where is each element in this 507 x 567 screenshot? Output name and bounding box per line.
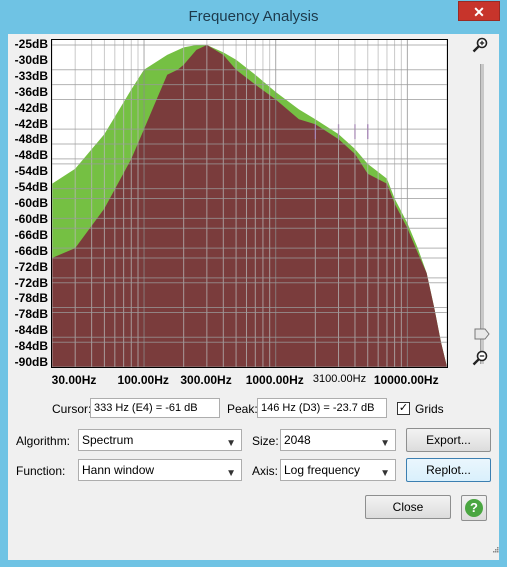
y-tick-label: -84dB [14, 323, 48, 338]
window-close-button[interactable]: ✕ [458, 1, 500, 21]
y-tick-label: -54dB [14, 180, 48, 195]
x-tick-label: 100.00Hz [117, 373, 169, 387]
y-tick-label: -42dB [14, 116, 48, 131]
chevron-down-icon: ▼ [380, 468, 390, 479]
y-tick-label: -42dB [14, 100, 48, 115]
close-button[interactable]: Close [365, 495, 451, 519]
y-tick-label: -36dB [14, 84, 48, 99]
size-select[interactable]: 2048 ▼ [280, 429, 396, 451]
y-tick-label: -78dB [14, 291, 48, 306]
cursor-value-field: 333 Hz (E4) = -61 dB [90, 398, 220, 418]
export-button[interactable]: Export... [406, 428, 491, 452]
title-bar: Frequency Analysis ✕ [0, 0, 507, 34]
algorithm-select[interactable]: Spectrum ▼ [78, 429, 242, 451]
y-tick-label: -78dB [14, 307, 48, 322]
x-tick-label: 10000.00Hz [373, 373, 439, 387]
spectrum-area-maroon [52, 45, 447, 367]
function-select[interactable]: Hann window ▼ [78, 459, 242, 481]
y-tick-label: -72dB [14, 259, 48, 274]
y-tick-label: -54dB [14, 164, 48, 179]
chevron-down-icon: ▼ [380, 438, 390, 449]
axis-value: Log frequency [284, 463, 361, 477]
y-tick-label: -25dB [14, 37, 48, 51]
spectrum-plot[interactable] [51, 39, 448, 368]
size-value: 2048 [284, 433, 311, 447]
y-tick-label: -72dB [14, 275, 48, 290]
grids-label: Grids [415, 402, 444, 416]
zoom-in-icon[interactable] [472, 37, 488, 53]
function-label: Function: [16, 464, 66, 478]
grids-checkbox[interactable]: ✓ [397, 402, 410, 415]
cursor-label: Cursor: [52, 402, 92, 416]
chevron-down-icon: ▼ [226, 438, 236, 449]
axis-select[interactable]: Log frequency ▼ [280, 459, 396, 481]
peak-value-field: 146 Hz (D3) = -23.7 dB [257, 398, 387, 418]
zoom-slider-track[interactable] [480, 64, 484, 364]
y-tick-label: -66dB [14, 227, 48, 242]
spectrum-svg [52, 40, 447, 367]
y-tick-label: -84dB [14, 339, 48, 354]
axis-label: Axis: [252, 464, 279, 478]
x-tick-label: 3100.00Hz [312, 373, 367, 385]
algorithm-value: Spectrum [82, 433, 134, 447]
chevron-down-icon: ▼ [226, 468, 236, 479]
peak-label: Peak: [227, 402, 258, 416]
x-tick-label: 30.00Hz [51, 373, 97, 387]
x-tick-label: 300.00Hz [180, 373, 232, 387]
y-tick-label: -30dB [14, 52, 48, 67]
zoom-slider-thumb[interactable] [474, 328, 490, 340]
y-tick-label: -33dB [14, 68, 48, 83]
resize-grip-icon[interactable] [492, 546, 499, 553]
help-icon: ? [465, 499, 483, 517]
y-tick-label: -90dB [14, 355, 48, 369]
y-axis: -25dB -30dB -33dB -36dB -42dB -42dB -48dB -48dB… [8, 34, 48, 374]
size-label: Size: [252, 434, 279, 448]
y-tick-label: -48dB [14, 132, 48, 147]
window-title: Frequency Analysis [188, 8, 319, 25]
zoom-out-icon[interactable] [472, 350, 488, 366]
x-tick-label: 1000.00Hz [245, 373, 304, 387]
help-button[interactable]: ? [461, 495, 487, 521]
function-value: Hann window [82, 463, 155, 477]
y-tick-label: -60dB [14, 211, 48, 226]
y-tick-label: -48dB [14, 148, 48, 163]
y-tick-label: -60dB [14, 196, 48, 210]
y-tick-label: -66dB [14, 243, 48, 258]
algorithm-label: Algorithm: [16, 434, 71, 448]
x-axis: 30.00Hz 100.00Hz 300.00Hz 1000.00Hz 3100.00H… [51, 367, 448, 387]
dialog-body: -25dB -30dB -33dB -36dB -42dB -42dB -48dB -48dB… [8, 34, 499, 560]
replot-button[interactable]: Replot... [406, 458, 491, 482]
